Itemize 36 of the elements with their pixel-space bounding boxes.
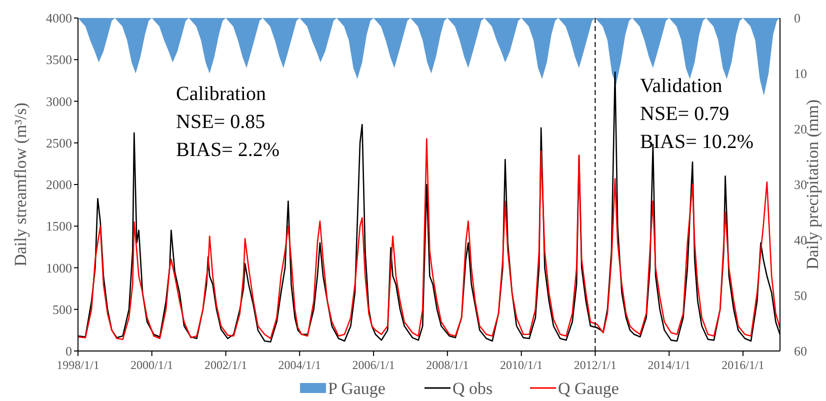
y2-tick-label: 50	[794, 288, 807, 304]
y2-tick-label: 20	[794, 122, 807, 137]
y2-tick-label: 40	[794, 232, 807, 248]
annotation: Calibration	[176, 83, 266, 105]
y-tick-label: 3000	[46, 94, 72, 109]
x-tick-label: 2012/1/1	[574, 358, 617, 372]
y-tick-label: 2500	[46, 135, 72, 150]
y2-tick-label: 60	[794, 344, 807, 359]
annotation: NSE= 0.79	[640, 103, 730, 125]
x-tick-label: 2002/1/1	[204, 358, 248, 372]
x-tick-label: 2016/1/1	[722, 358, 764, 372]
x-tick-label: 2008/1/1	[426, 358, 469, 372]
x-tick-label: 2000/1/1	[130, 358, 174, 372]
annotation: BIAS= 2.2%	[176, 139, 280, 161]
x-tick-label: 1998/1/1	[56, 358, 100, 372]
annotation: Validation	[640, 75, 722, 97]
legend-label: Q obs	[452, 379, 493, 398]
y-tick-label: 1000	[46, 260, 72, 276]
y-tick-label: 1500	[46, 218, 72, 234]
y-tick-label: 4000	[46, 10, 72, 26]
legend-label: P Gauge	[328, 379, 386, 398]
y2-tick-label: 0	[794, 10, 800, 26]
annotation: NSE= 0.85	[176, 111, 266, 133]
y-tick-label: 0	[66, 344, 72, 359]
y-tick-label: 2000	[46, 177, 72, 192]
legend-label: Q Gauge	[558, 379, 619, 398]
x-tick-label: 2014/1/1	[648, 358, 690, 372]
x-tick-label: 2006/1/1	[352, 358, 395, 372]
y2-tick-label: 10	[794, 66, 807, 82]
annotation: BIAS= 10.2%	[640, 131, 754, 153]
x-tick-label: 2010/1/1	[500, 358, 543, 372]
y-axis-title: Daily streamflow (m³/s)	[11, 102, 30, 266]
y-tick-label: 3500	[46, 52, 72, 68]
y2-tick-label: 30	[794, 177, 807, 192]
y-tick-label: 500	[52, 302, 72, 317]
x-tick-label: 2004/1/1	[278, 358, 321, 372]
